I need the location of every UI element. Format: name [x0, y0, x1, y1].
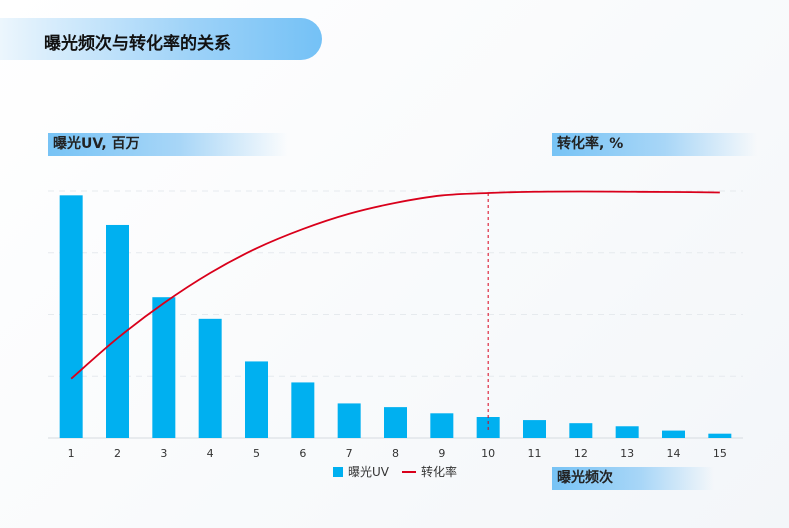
bar-5 [245, 361, 268, 438]
x-tick-label: 9 [438, 447, 445, 460]
conversion-line [70, 190, 720, 380]
bar-13 [615, 426, 639, 438]
bar-11 [523, 420, 546, 438]
legend-label-line: 转化率 [421, 464, 457, 479]
x-tick-label: 11 [528, 447, 542, 460]
bar-7 [337, 403, 361, 438]
bar-12 [569, 423, 593, 438]
bar-3 [152, 297, 176, 438]
x-tick-labels: 1 2 3 4 5 6 7 8 9 10 11 12 13 14 15 [68, 447, 727, 460]
x-tick-label: 1 [68, 447, 75, 460]
bar-2 [106, 224, 129, 438]
bar-1 [59, 195, 83, 438]
x-tick-label: 5 [253, 447, 260, 460]
page-title: 曝光频次与转化率的关系 [44, 34, 231, 54]
x-tick-label: 13 [620, 447, 634, 460]
x-tick-label: 4 [207, 447, 214, 460]
right-axis-label: 转化率, % [552, 133, 757, 156]
x-tick-label: 15 [713, 447, 727, 460]
bar-14 [662, 430, 685, 438]
title-banner [0, 18, 322, 60]
x-tick-label: 10 [481, 447, 495, 460]
x-tick-label: 7 [346, 447, 353, 460]
x-tick-label: 14 [667, 447, 681, 460]
legend-swatch-bar [333, 467, 343, 477]
x-tick-label: 12 [574, 447, 588, 460]
x-tick-label: 8 [392, 447, 399, 460]
legend: 曝光UV 转化率 [333, 464, 457, 479]
gridlines [48, 190, 743, 439]
left-axis-label: 曝光UV, 百万 [48, 133, 288, 156]
x-tick-label: 2 [114, 447, 121, 460]
x-axis-label: 曝光频次 [552, 467, 714, 490]
bar-9 [430, 413, 454, 438]
line-series [70, 190, 720, 380]
bar-4 [198, 318, 222, 438]
bar-series [59, 195, 732, 438]
x-tick-label: 6 [299, 447, 306, 460]
x-tick-label: 3 [160, 447, 167, 460]
bar-8 [384, 407, 407, 438]
bar-15 [708, 433, 732, 438]
bar-6 [291, 382, 315, 438]
legend-label-bar: 曝光UV [348, 465, 390, 479]
